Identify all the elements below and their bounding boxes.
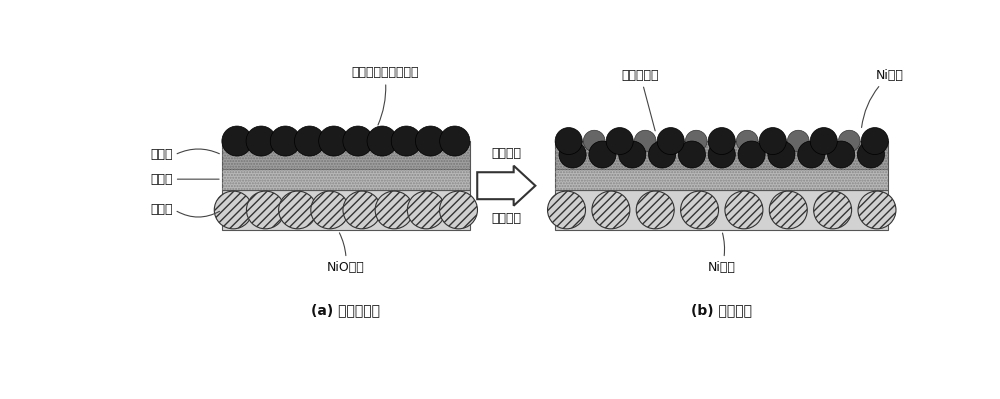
Circle shape bbox=[319, 126, 349, 156]
Circle shape bbox=[246, 126, 276, 156]
Bar bbox=[222, 141, 470, 169]
Circle shape bbox=[440, 126, 470, 156]
Text: 氢气还原: 氢气还原 bbox=[491, 211, 521, 225]
Text: Ni颗粒: Ni颗粒 bbox=[862, 69, 904, 128]
Circle shape bbox=[787, 130, 809, 152]
Text: Ni颗粒: Ni颗粒 bbox=[708, 233, 736, 274]
Circle shape bbox=[439, 191, 477, 229]
Circle shape bbox=[828, 141, 855, 168]
Circle shape bbox=[343, 191, 381, 229]
Bar bbox=[222, 190, 470, 230]
Circle shape bbox=[736, 130, 758, 152]
Text: NiO颗粒: NiO颗粒 bbox=[327, 233, 365, 274]
Text: 氧化物颗粒: 氧化物颗粒 bbox=[622, 69, 659, 131]
Circle shape bbox=[685, 130, 707, 152]
Text: 复合金属氧化物颗粒: 复合金属氧化物颗粒 bbox=[351, 66, 418, 125]
Circle shape bbox=[548, 191, 586, 229]
Circle shape bbox=[681, 191, 719, 229]
Text: 过渡层: 过渡层 bbox=[151, 173, 173, 186]
Circle shape bbox=[657, 128, 684, 154]
Text: (b) 活化电极: (b) 活化电极 bbox=[691, 304, 752, 318]
Bar bbox=[555, 169, 888, 190]
Text: 催化层: 催化层 bbox=[151, 148, 173, 162]
Circle shape bbox=[589, 141, 616, 168]
Circle shape bbox=[555, 128, 582, 154]
Circle shape bbox=[367, 126, 397, 156]
Text: 反应层: 反应层 bbox=[151, 203, 173, 217]
Circle shape bbox=[407, 191, 445, 229]
Circle shape bbox=[606, 128, 633, 154]
Circle shape bbox=[678, 141, 705, 168]
Text: 电极活化: 电极活化 bbox=[491, 147, 521, 160]
Circle shape bbox=[857, 141, 885, 168]
Circle shape bbox=[415, 126, 446, 156]
Circle shape bbox=[636, 191, 674, 229]
Circle shape bbox=[592, 191, 630, 229]
Circle shape bbox=[559, 141, 586, 168]
Circle shape bbox=[583, 130, 605, 152]
Circle shape bbox=[279, 191, 317, 229]
Bar bbox=[222, 169, 470, 190]
Circle shape bbox=[768, 141, 795, 168]
Circle shape bbox=[294, 126, 325, 156]
Circle shape bbox=[246, 191, 284, 229]
Bar bbox=[555, 190, 888, 230]
Circle shape bbox=[759, 128, 786, 154]
Circle shape bbox=[270, 126, 300, 156]
Circle shape bbox=[375, 191, 413, 229]
Circle shape bbox=[725, 191, 763, 229]
Bar bbox=[222, 169, 470, 190]
Circle shape bbox=[343, 126, 373, 156]
Circle shape bbox=[738, 141, 765, 168]
Circle shape bbox=[222, 126, 252, 156]
Circle shape bbox=[861, 128, 888, 154]
Bar bbox=[555, 141, 888, 169]
Circle shape bbox=[769, 191, 807, 229]
Circle shape bbox=[214, 191, 252, 229]
Circle shape bbox=[858, 191, 896, 229]
Circle shape bbox=[708, 141, 735, 168]
Circle shape bbox=[708, 128, 735, 154]
Circle shape bbox=[619, 141, 646, 168]
Bar bbox=[222, 141, 470, 169]
Bar bbox=[555, 169, 888, 190]
Circle shape bbox=[838, 130, 860, 152]
Circle shape bbox=[649, 141, 676, 168]
Bar bbox=[555, 141, 888, 169]
FancyArrow shape bbox=[477, 166, 535, 206]
Circle shape bbox=[798, 141, 825, 168]
Text: (a) 未活化电极: (a) 未活化电极 bbox=[311, 304, 380, 318]
Circle shape bbox=[391, 126, 421, 156]
Circle shape bbox=[814, 191, 852, 229]
Circle shape bbox=[634, 130, 656, 152]
Circle shape bbox=[810, 128, 837, 154]
Circle shape bbox=[311, 191, 349, 229]
